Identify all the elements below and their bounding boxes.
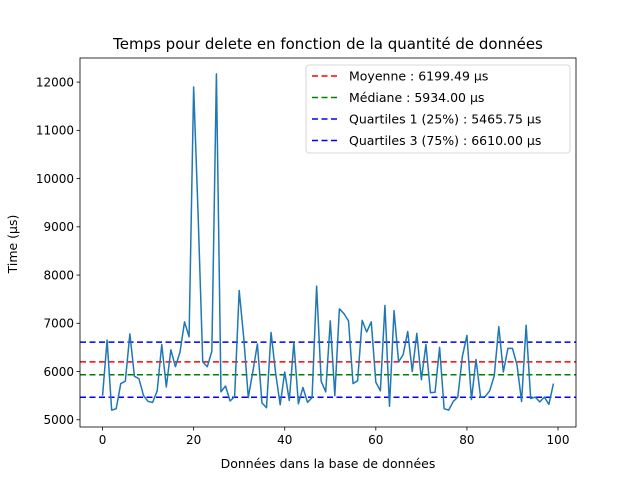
- x-tick-label: 60: [368, 433, 383, 447]
- x-tick-label: 40: [277, 433, 292, 447]
- y-tick-label: 7000: [43, 317, 74, 331]
- y-tick-label: 10000: [36, 172, 74, 186]
- chart-title: Temps pour delete en fonction de la quan…: [112, 35, 543, 53]
- y-tick-label: 5000: [43, 413, 74, 427]
- x-tick-label: 0: [99, 433, 107, 447]
- x-tick-label: 100: [547, 433, 570, 447]
- x-axis: 0 20 40 60 80 100: [99, 427, 570, 447]
- plot-area: [79, 57, 577, 428]
- y-tick-label: 6000: [43, 365, 74, 379]
- y-tick-label: 8000: [43, 268, 74, 282]
- x-axis-label: Données dans la base de données: [221, 456, 436, 471]
- y-axis-label: Time (µs): [5, 215, 20, 275]
- y-axis: 5000 6000 7000 8000 9000 10000 11000 12000: [36, 75, 80, 427]
- y-tick-label: 11000: [36, 124, 74, 138]
- y-tick-label: 9000: [43, 220, 74, 234]
- legend-label: Médiane : 5934.00 µs: [349, 90, 484, 105]
- legend-box: [305, 64, 571, 154]
- legend: Moyenne : 6199.49 µs Médiane : 5934.00 µs…: [305, 64, 571, 154]
- series-line-0: [101, 73, 555, 411]
- legend-label: Quartiles 3 (75%) : 6610.00 µs: [349, 133, 541, 148]
- legend-label: Quartiles 1 (25%) : 5465.75 µs: [349, 112, 541, 127]
- y-tick-label: 12000: [36, 75, 74, 89]
- x-tick-label: 20: [186, 433, 201, 447]
- legend-label: Moyenne : 6199.49 µs: [349, 69, 488, 84]
- x-tick-label: 80: [459, 433, 474, 447]
- axes-frame: [79, 57, 577, 428]
